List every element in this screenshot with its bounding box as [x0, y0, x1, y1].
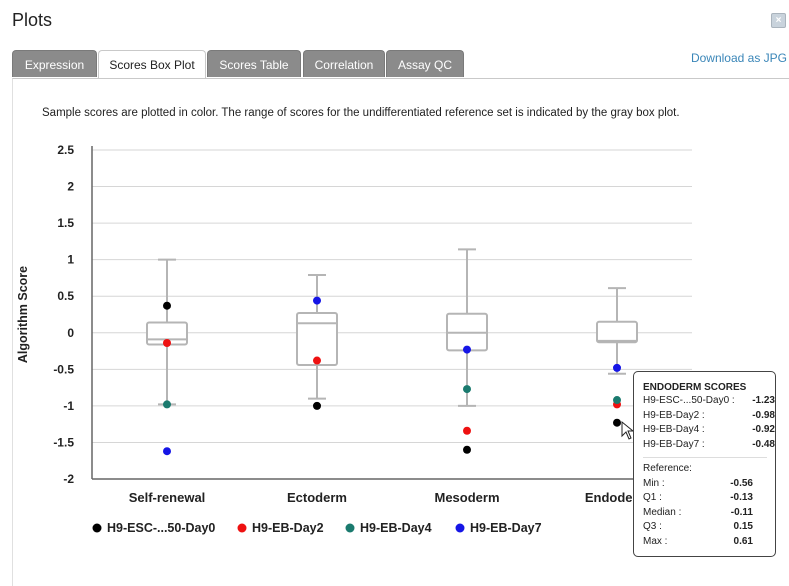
tooltip-title: ENDODERM SCORES: [643, 382, 747, 393]
tooltip-value: 0.61: [733, 535, 753, 547]
tooltip-row: H9-EB-Day2 : -0.98: [643, 410, 775, 425]
x-category-label: Mesoderm: [434, 490, 499, 505]
tab-scores-table[interactable]: Scores Table: [207, 50, 301, 77]
box-iqr: [596, 320, 638, 344]
tooltip-label: H9-EB-Day4 :: [643, 424, 705, 435]
y-tick-label: 0: [67, 326, 74, 340]
legend-label: H9-EB-Day2: [252, 521, 324, 535]
y-tick-label: 1: [67, 253, 74, 267]
tooltip-ref-row: Max : 0.61: [643, 536, 775, 551]
sample-point: [463, 345, 471, 354]
sample-point: [163, 400, 171, 409]
legend-label: H9-EB-Day4: [360, 521, 432, 535]
tooltip-row: H9-EB-Day4 : -0.92: [643, 424, 775, 439]
y-tick-label: -1.5: [53, 435, 74, 449]
sample-point: [163, 301, 171, 310]
plot-description: Sample scores are plotted in color. The …: [42, 107, 680, 119]
tooltip-ref-row: Q1 : -0.13: [643, 492, 775, 507]
y-tick-label: 2.5: [57, 143, 74, 157]
sample-point: [613, 418, 621, 427]
tooltip-ref-title: Reference:: [643, 463, 692, 474]
sample-point: [463, 426, 471, 435]
sample-point: [463, 445, 471, 454]
tooltip-value: -0.98: [752, 409, 775, 421]
tooltip-label: Min :: [643, 477, 665, 489]
sample-point: [313, 401, 321, 410]
tooltip-value: -0.56: [730, 477, 753, 489]
tooltip-row: H9-EB-Day7 : -0.48: [643, 439, 775, 454]
tooltip-ref-row: Q3 : 0.15: [643, 521, 775, 536]
y-tick-label: -1: [63, 399, 74, 413]
legend-marker: [237, 523, 247, 533]
tooltip-divider: [643, 457, 767, 458]
legend-marker: [345, 523, 355, 533]
x-category-label: Ectoderm: [287, 490, 347, 505]
y-axis-label: Algorithm Score: [16, 266, 30, 363]
tooltip-value: -0.13: [730, 492, 753, 503]
close-icon[interactable]: ×: [771, 13, 786, 28]
tab-correlation[interactable]: Correlation: [303, 50, 385, 77]
window-title: Plots: [12, 10, 53, 30]
tooltip-label: Q1 :: [643, 492, 662, 503]
tooltip-label: H9-EB-Day7 :: [643, 438, 705, 450]
tooltip-value: -1.23: [752, 395, 775, 406]
sample-point: [163, 447, 171, 456]
y-tick-label: 2: [67, 180, 74, 194]
sample-point: [163, 339, 171, 348]
x-category-label: Self-renewal: [129, 490, 206, 505]
legend-marker: [92, 523, 102, 533]
tab-scores-box-plot[interactable]: Scores Box Plot: [98, 50, 206, 79]
tooltip-value: 0.15: [733, 521, 753, 532]
sample-point: [313, 296, 321, 305]
tooltip-label: Q3 :: [643, 521, 662, 532]
box-iqr: [296, 312, 338, 366]
tooltip-label: Median :: [643, 506, 682, 518]
sample-point: [613, 363, 621, 372]
mouse-cursor-icon: [621, 420, 635, 440]
tooltip-ref-row: Median : -0.11: [643, 507, 775, 522]
tooltip-value: -0.92: [752, 424, 775, 435]
download-jpg-link[interactable]: Download as JPG: [690, 51, 787, 65]
tooltip-label: H9-ESC-...50-Day0 :: [643, 395, 735, 406]
tab-expression[interactable]: Expression: [12, 50, 97, 77]
sample-point: [463, 385, 471, 394]
y-tick-label: 0.5: [57, 289, 74, 303]
y-tick-label: -0.5: [53, 362, 74, 376]
legend-label: H9-ESC-...50-Day0: [107, 521, 215, 535]
y-tick-label: 1.5: [57, 216, 74, 230]
legend-marker: [455, 523, 465, 533]
tooltip-value: -0.48: [752, 438, 775, 450]
tooltip-label: H9-EB-Day2 :: [643, 409, 705, 421]
sample-point: [613, 396, 621, 405]
sample-point: [313, 356, 321, 365]
tooltip-row: H9-ESC-...50-Day0 : -1.23: [643, 395, 775, 410]
tooltip-label: Max :: [643, 535, 668, 547]
tooltip-value: -0.11: [730, 506, 753, 518]
y-tick-label: -2: [63, 472, 74, 486]
tab-assay-qc[interactable]: Assay QC: [386, 50, 464, 77]
legend-label: H9-EB-Day7: [470, 521, 542, 535]
tooltip-ref-row: Min : -0.56: [643, 478, 775, 493]
endoderm-tooltip: ENDODERM SCORES H9-ESC-...50-Day0 : -1.23…: [633, 371, 776, 557]
plot-panel: [12, 78, 789, 586]
